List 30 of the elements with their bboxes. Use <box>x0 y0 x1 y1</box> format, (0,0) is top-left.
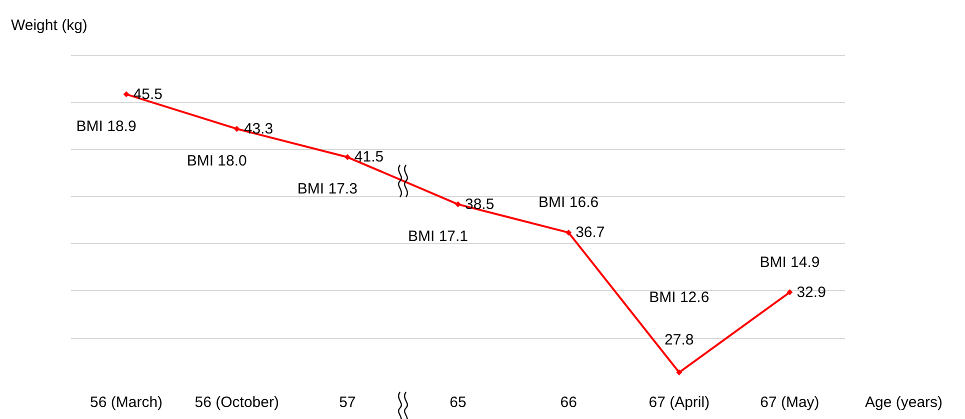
data-label: 32.9 <box>796 284 826 301</box>
x-tick-label: 57 <box>339 394 356 411</box>
annotation: BMI 14.9 <box>760 254 820 271</box>
annotation: BMI 18.9 <box>76 118 136 135</box>
point <box>123 91 130 98</box>
annotation: BMI 12.6 <box>649 288 710 306</box>
point <box>455 201 461 208</box>
point <box>234 126 240 132</box>
x-tick-label: 56 (October) <box>194 394 279 411</box>
point <box>344 154 350 160</box>
x-tick-label: 67 (May) <box>760 394 820 411</box>
data-label: 45.5 <box>133 86 162 103</box>
annotation: BMI 18.0 <box>186 152 247 170</box>
data-label: 41.5 <box>354 148 384 166</box>
annotation: BMI 17.3 <box>297 180 358 198</box>
point <box>676 369 682 376</box>
x-axis-title: Age (years) <box>865 394 943 411</box>
data-label: 38.5 <box>465 196 494 213</box>
data-label: 27.8 <box>664 331 694 348</box>
x-tick-label: 56 (March) <box>90 394 163 411</box>
data-label: 43.3 <box>244 120 274 138</box>
x-tick-label: 65 <box>450 394 466 411</box>
data-label: 36.7 <box>576 224 605 242</box>
x-tick-label: 67 (April) <box>648 394 710 411</box>
annotation: BMI 16.6 <box>538 194 599 212</box>
annotation: BMI 17.1 <box>408 228 468 245</box>
point <box>786 289 793 296</box>
y-axis-title: Weight (kg) <box>11 17 88 34</box>
x-tick-label: 66 <box>560 394 577 411</box>
point <box>566 230 572 236</box>
